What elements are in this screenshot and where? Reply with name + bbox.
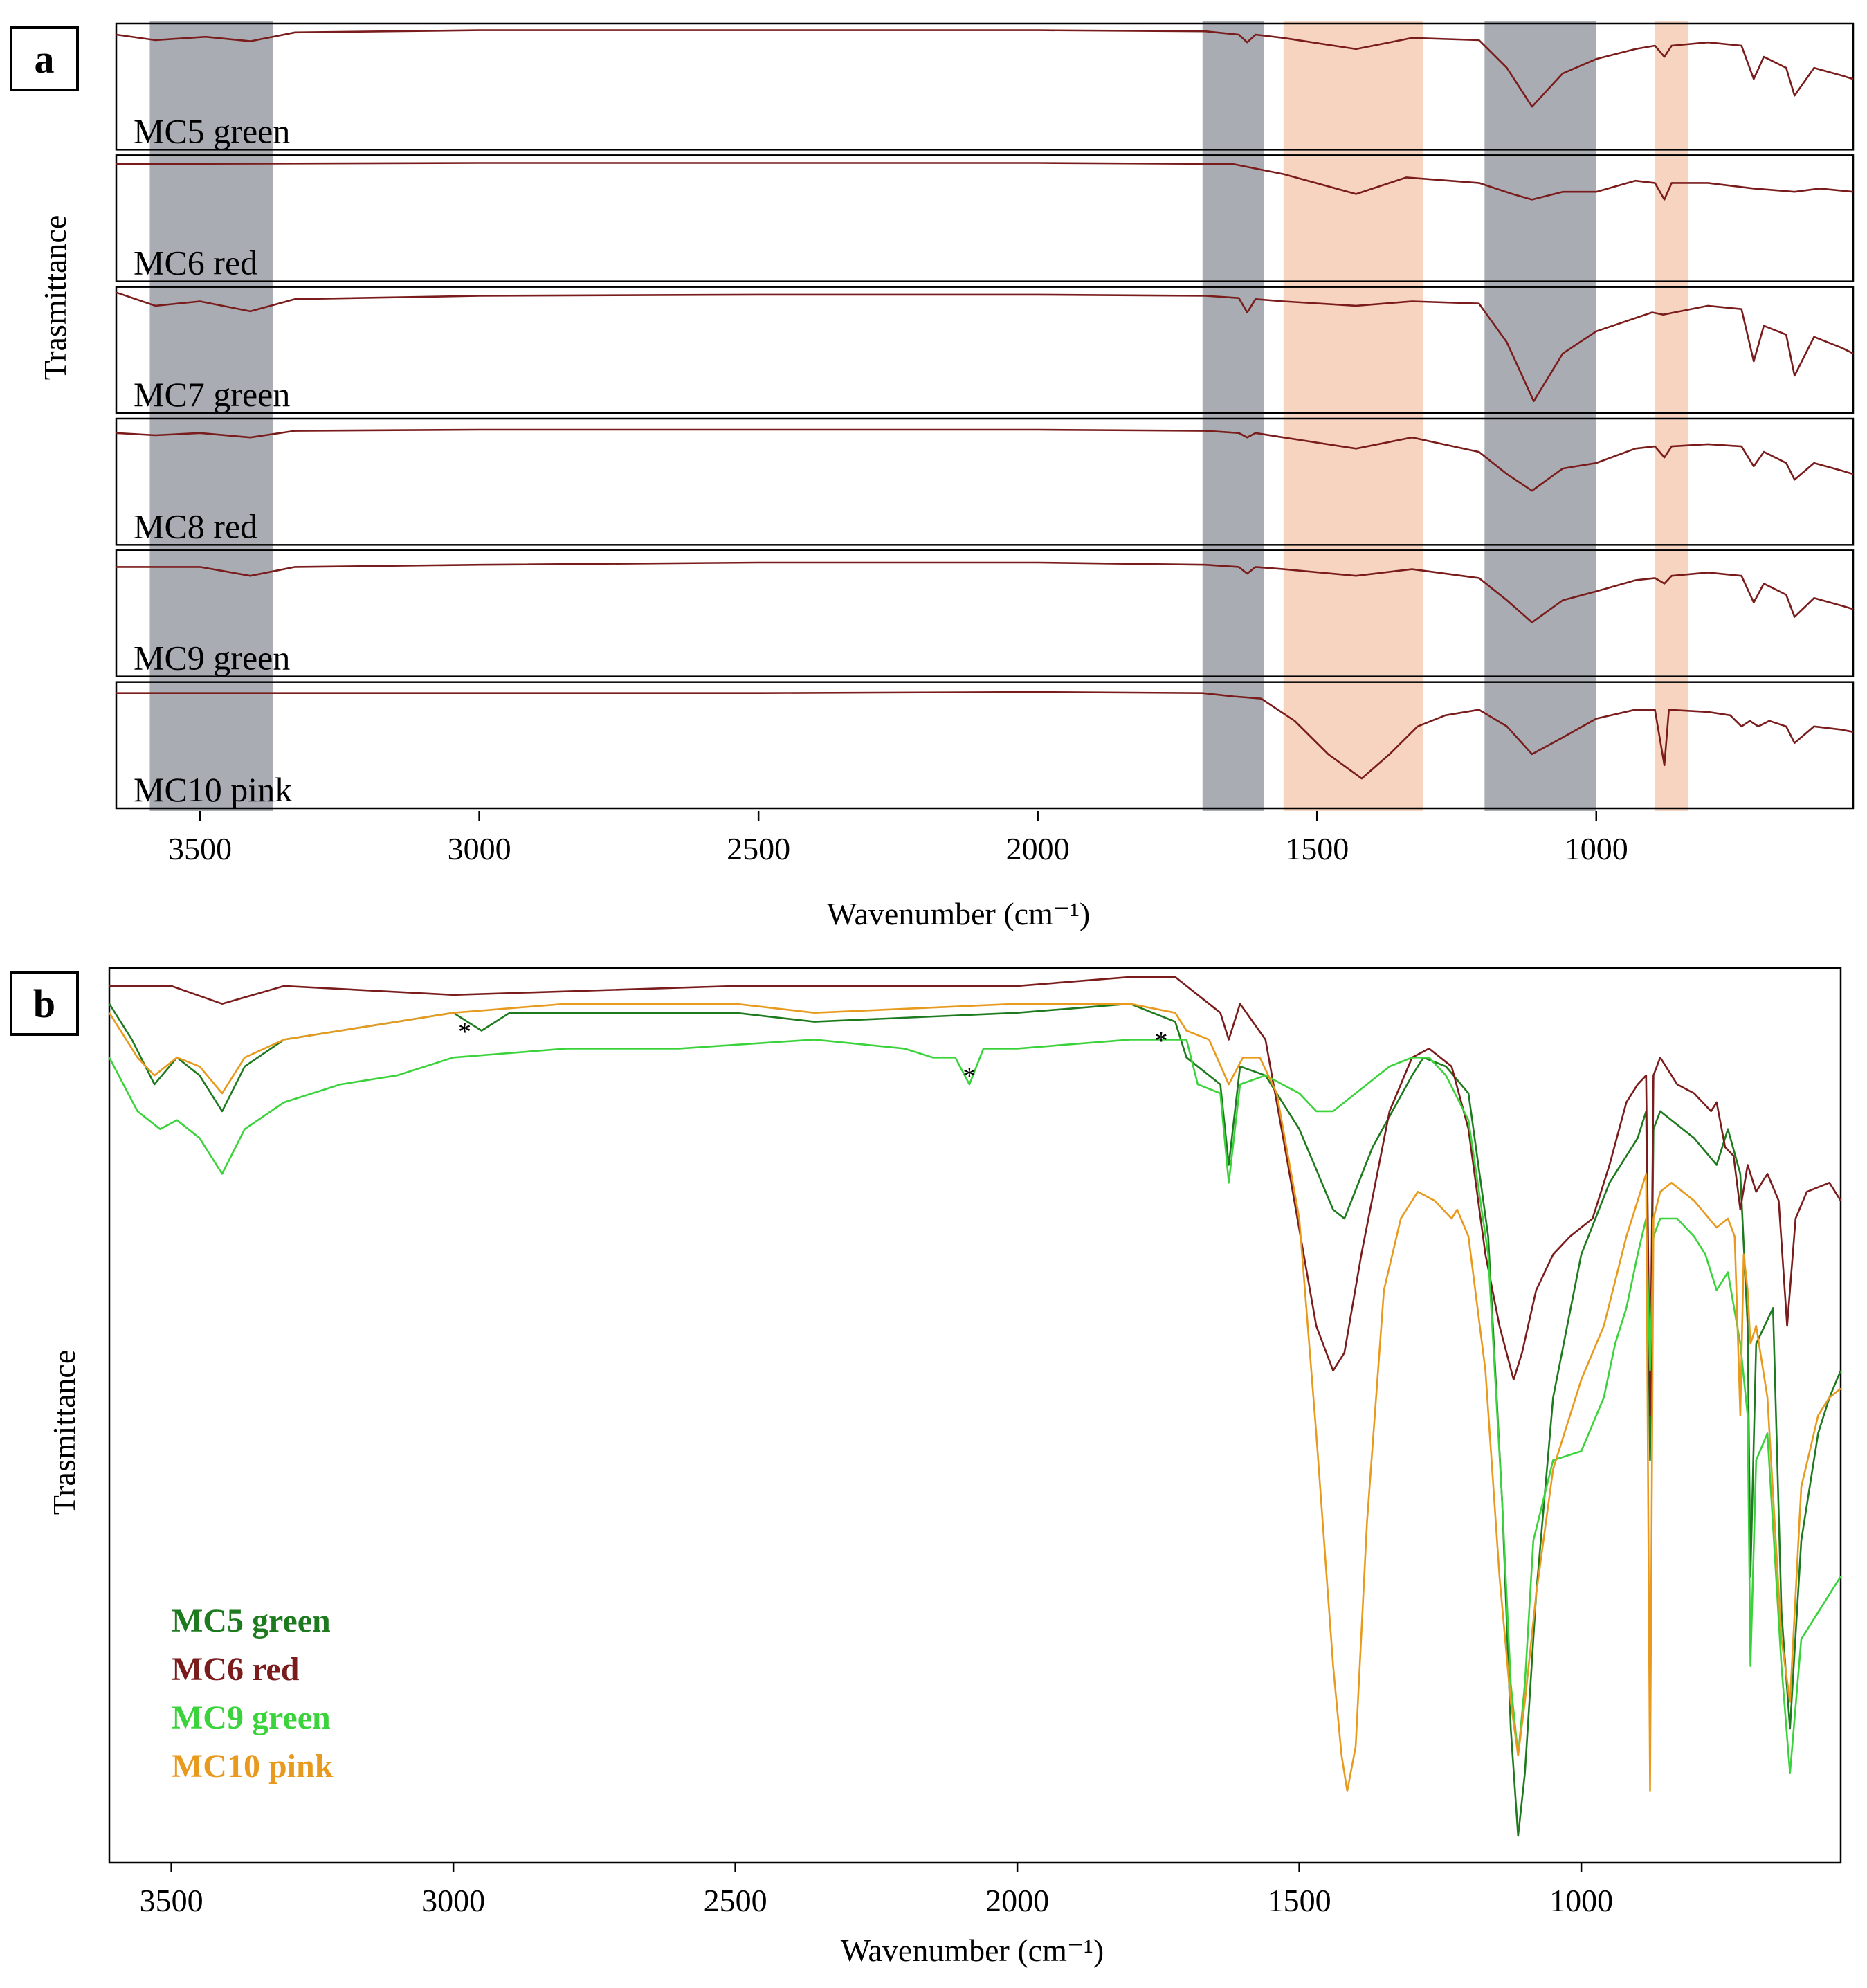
panel-a-x-ticks: 3500 3000 2500 2000 1500 1000 [168, 811, 1628, 866]
panel-a-label: a [35, 37, 55, 82]
tick-label-1000: 1000 [1565, 831, 1628, 866]
series-line-mc5-green [116, 29, 1854, 108]
highlight-band-1 [1202, 21, 1264, 811]
series-line-mc9-green [116, 561, 1854, 623]
subplot-frame [115, 417, 1855, 546]
panel-a-highlight-bands [149, 21, 1688, 811]
panel-b: b * * * 3500 3000 2500 2000 1500 1000 MC5 green… [10, 967, 1842, 1968]
sample-label-mc10-pink: MC10 pink [134, 770, 292, 809]
subplot-mc9-green: MC9 green [115, 549, 1855, 677]
tick-label-3000: 3000 [421, 1883, 485, 1918]
series-line-mc7-green [116, 291, 1854, 403]
highlight-band-2 [1283, 21, 1423, 811]
series-line-mc10-pink [116, 691, 1854, 780]
tick-label-2000: 2000 [1006, 831, 1070, 866]
annotation-star-0: * [458, 1018, 471, 1047]
highlight-band-4 [1655, 21, 1688, 811]
highlight-band-3 [1484, 21, 1596, 811]
panel-b-label: b [33, 981, 55, 1026]
sample-label-mc9-green: MC9 green [134, 639, 290, 677]
series-line-mc5-green [108, 1003, 1842, 1837]
panel-b-label-box [10, 971, 79, 1036]
sample-label-mc7-green: MC7 green [134, 375, 290, 414]
subplot-mc6-red: MC6 red [115, 154, 1855, 282]
sample-label-mc6-red: MC6 red [134, 244, 257, 282]
panel-a-label-box [10, 26, 79, 91]
tick-label-2000: 2000 [985, 1883, 1049, 1918]
series-line-mc8-red [116, 428, 1854, 492]
highlight-band-0 [149, 21, 273, 811]
panel-b-plot-frame [108, 967, 1842, 1864]
legend-entry-mc10-pink: MC10 pink [172, 1748, 334, 1785]
tick-label-1500: 1500 [1268, 1883, 1331, 1918]
panel-a: a MC5 green MC6 red MC7 green MC8 red MC9 gr… [10, 21, 1855, 931]
subplot-frame [115, 154, 1855, 282]
subplot-mc8-red: MC8 red [115, 417, 1855, 546]
annotation-star-2: * [1154, 1026, 1167, 1055]
series-line-mc6-red [109, 976, 1842, 1416]
panel-b-x-ticks: 3500 3000 2500 2000 1500 1000 [140, 1863, 1613, 1918]
subplot-frame [115, 22, 1855, 151]
subplot-mc10-pink: MC10 pink [115, 681, 1855, 810]
panel-a-x-axis-title: Wavenumber (cm⁻¹) [827, 896, 1091, 931]
tick-label-2500: 2500 [727, 831, 790, 866]
subplot-mc5-green: MC5 green [115, 22, 1855, 151]
subplot-frame [115, 681, 1855, 810]
series-line-mc10-pink [108, 1003, 1841, 1792]
tick-label-3000: 3000 [448, 831, 511, 866]
tick-label-3500: 3500 [168, 831, 232, 866]
series-line-mc6-red [116, 162, 1854, 201]
subplot-frame [115, 549, 1855, 677]
tick-label-2500: 2500 [704, 1883, 767, 1918]
panel-b-y-axis-title: Trasmittance [46, 1350, 82, 1515]
tick-label-1000: 1000 [1549, 1883, 1613, 1918]
tick-label-3500: 3500 [140, 1883, 203, 1918]
panel-a-subplots: MC5 green MC6 red MC7 green MC8 red MC9 gree… [115, 22, 1855, 810]
sample-label-mc8-red: MC8 red [134, 507, 257, 545]
subplot-frame [115, 286, 1855, 414]
panel-b-annotations: * * * [458, 1018, 1168, 1092]
panel-b-legend: MC5 green MC6 red MC9 green MC10 pink [172, 1603, 334, 1785]
tick-label-1500: 1500 [1285, 831, 1349, 866]
legend-entry-mc5-green: MC5 green [172, 1603, 331, 1639]
panel-b-x-axis-title: Wavenumber (cm⁻¹) [841, 1933, 1104, 1968]
panel-b-series-lines [108, 976, 1842, 1837]
legend-entry-mc9-green: MC9 green [172, 1699, 331, 1736]
sample-label-mc5-green: MC5 green [134, 111, 290, 150]
panel-a-y-axis-title: Trasmittance [37, 215, 73, 381]
legend-entry-mc6-red: MC6 red [172, 1651, 300, 1688]
subplot-mc7-green: MC7 green [115, 286, 1855, 414]
series-line-mc9-green [108, 1039, 1842, 1774]
annotation-star-1: * [963, 1062, 976, 1091]
